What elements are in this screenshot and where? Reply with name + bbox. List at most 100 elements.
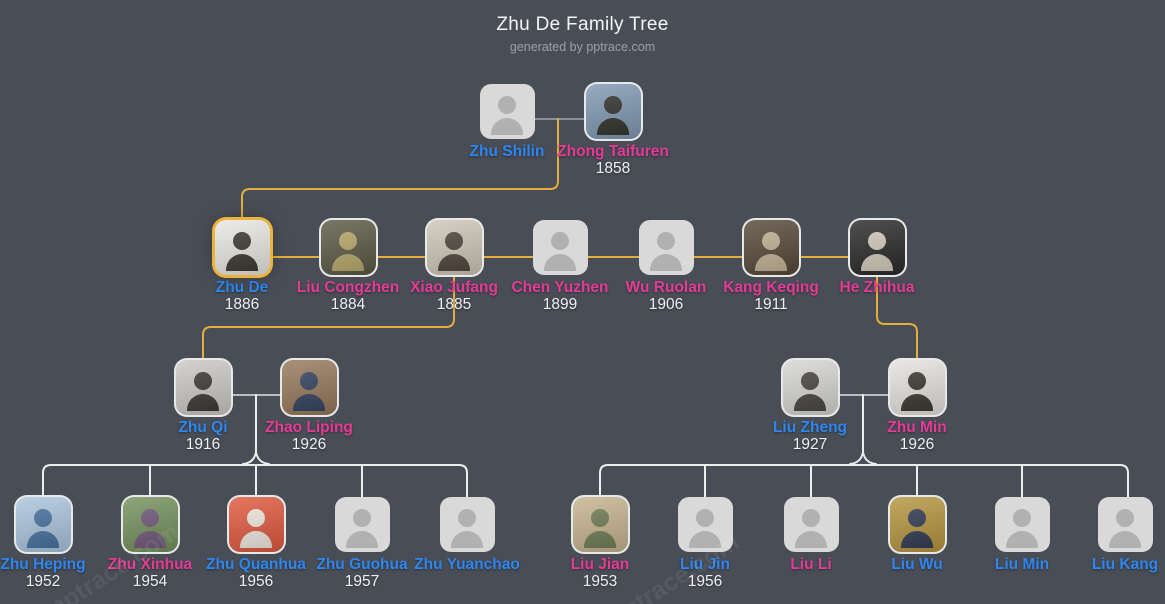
person-node-zhu-de[interactable]: Zhu De 1886: [182, 220, 302, 313]
person-avatar-zhong-taifuren[interactable]: [585, 84, 641, 139]
right-children-bus-line: [599, 464, 1129, 499]
person-name: Liu Jin: [680, 556, 730, 573]
person-node-liu-wu[interactable]: Liu Wu: [857, 497, 977, 573]
person-name: Xiao Jufang: [410, 279, 498, 296]
person-silhouette-icon: [1006, 531, 1038, 548]
person-avatar-liu-jian[interactable]: [572, 497, 628, 552]
person-node-liu-min[interactable]: Liu Min: [962, 497, 1082, 573]
person-label: Liu Kang: [1092, 556, 1158, 573]
person-silhouette-icon: [445, 232, 463, 250]
person-avatar-liu-jin[interactable]: [677, 497, 733, 552]
person-label: Zhu Quanhua 1956: [206, 556, 306, 590]
person-label: Zhu Guohua 1957: [316, 556, 407, 590]
person-birth-year: 1906: [648, 296, 684, 313]
person-silhouette-icon: [194, 372, 212, 390]
person-silhouette-icon: [339, 232, 357, 250]
person-node-zhu-quanhua[interactable]: Zhu Quanhua 1956: [196, 497, 316, 590]
person-avatar-zhu-quanhua[interactable]: [228, 497, 284, 552]
person-silhouette-icon: [27, 531, 59, 548]
person-name: Zhu Xinhua: [107, 556, 193, 573]
person-silhouette-icon: [901, 531, 933, 548]
person-silhouette-icon: [755, 254, 787, 271]
person-avatar-xiao-jufang[interactable]: [426, 220, 482, 275]
person-node-liu-congzhen[interactable]: Liu Congzhen 1884: [288, 220, 408, 313]
person-node-liu-jian[interactable]: Liu Jian 1953: [540, 497, 660, 590]
person-avatar-zhu-heping[interactable]: [15, 497, 71, 552]
person-name: Liu Jian: [570, 556, 630, 573]
person-birth-year: 1954: [132, 573, 168, 590]
person-label: Chen Yuzhen 1899: [511, 279, 608, 313]
person-node-zhu-min[interactable]: Zhu Min 1926: [857, 360, 977, 453]
person-silhouette-icon: [438, 254, 470, 271]
person-avatar-chen-yuzhen[interactable]: [532, 220, 588, 275]
page-title: Zhu De Family Tree: [496, 14, 669, 35]
person-avatar-zhu-qi[interactable]: [175, 360, 231, 415]
person-node-liu-jin[interactable]: Liu Jin 1956: [645, 497, 765, 590]
person-name: Zhu Quanhua: [206, 556, 306, 573]
person-silhouette-icon: [901, 394, 933, 411]
person-birth-year: 1953: [582, 573, 618, 590]
person-node-liu-li[interactable]: Liu Li: [751, 497, 871, 573]
person-avatar-liu-congzhen[interactable]: [320, 220, 376, 275]
person-avatar-zhao-liping[interactable]: [281, 360, 337, 415]
person-avatar-zhu-yuanchao[interactable]: [439, 497, 495, 552]
person-node-zhu-qi[interactable]: Zhu Qi 1916: [143, 360, 263, 453]
person-silhouette-icon: [451, 531, 483, 548]
person-avatar-zhu-guohua[interactable]: [334, 497, 390, 552]
person-node-zhu-yuanchao[interactable]: Zhu Yuanchao: [407, 497, 527, 573]
person-silhouette-icon: [657, 232, 675, 250]
person-node-chen-yuzhen[interactable]: Chen Yuzhen 1899: [500, 220, 620, 313]
person-label: Liu Jin 1956: [680, 556, 730, 590]
person-silhouette-icon: [584, 531, 616, 548]
person-node-zhong-taifuren[interactable]: Zhong Taifuren 1858: [553, 84, 673, 177]
person-silhouette-icon: [293, 394, 325, 411]
person-name: Liu Min: [994, 556, 1050, 573]
person-silhouette-icon: [801, 372, 819, 390]
person-avatar-liu-zheng[interactable]: [782, 360, 838, 415]
person-avatar-zhu-xinhua[interactable]: [122, 497, 178, 552]
person-avatar-liu-wu[interactable]: [889, 497, 945, 552]
person-silhouette-icon: [604, 96, 622, 114]
person-silhouette-icon: [908, 372, 926, 390]
person-birth-year: 1957: [344, 573, 380, 590]
person-silhouette-icon: [491, 118, 523, 135]
person-node-xiao-jufang[interactable]: Xiao Jufang 1885: [394, 220, 514, 313]
person-avatar-he-zhihua[interactable]: [849, 220, 905, 275]
person-label: Zhu De 1886: [216, 279, 269, 313]
person-birth-year: 1956: [687, 573, 723, 590]
person-node-zhu-xinhua[interactable]: Zhu Xinhua 1954: [90, 497, 210, 590]
person-label: He Zhihua: [840, 279, 915, 296]
person-node-zhu-guohua[interactable]: Zhu Guohua 1957: [302, 497, 422, 590]
person-name: Zhao Liping: [265, 419, 353, 436]
person-node-kang-keqing[interactable]: Kang Keqing 1911: [711, 220, 831, 313]
hezhihua-to-zhumin-line: [876, 275, 918, 362]
person-silhouette-icon: [1116, 509, 1134, 527]
person-label: Zhu Yuanchao: [414, 556, 520, 573]
person-label: Zhu Min 1926: [887, 419, 946, 453]
person-node-zhu-shilin[interactable]: Zhu Shilin: [447, 84, 567, 160]
person-birth-year: 1926: [291, 436, 327, 453]
person-avatar-wu-ruolan[interactable]: [638, 220, 694, 275]
person-birth-year: 1885: [436, 296, 472, 313]
person-silhouette-icon: [34, 509, 52, 527]
person-node-liu-zheng[interactable]: Liu Zheng 1927: [750, 360, 870, 453]
person-node-wu-ruolan[interactable]: Wu Ruolan 1906: [606, 220, 726, 313]
person-avatar-zhu-min[interactable]: [889, 360, 945, 415]
person-avatar-kang-keqing[interactable]: [743, 220, 799, 275]
person-name: Wu Ruolan: [625, 279, 707, 296]
person-silhouette-icon: [300, 372, 318, 390]
person-avatar-liu-min[interactable]: [994, 497, 1050, 552]
person-silhouette-icon: [187, 394, 219, 411]
person-node-he-zhihua[interactable]: He Zhihua: [817, 220, 937, 296]
person-name: Zhu Qi: [178, 419, 228, 436]
person-avatar-zhu-de[interactable]: [214, 220, 270, 275]
person-avatar-zhu-shilin[interactable]: [479, 84, 535, 139]
person-label: Liu Li: [790, 556, 831, 573]
person-silhouette-icon: [908, 509, 926, 527]
person-node-liu-kang[interactable]: Liu Kang: [1065, 497, 1165, 573]
person-node-zhao-liping[interactable]: Zhao Liping 1926: [249, 360, 369, 453]
person-node-zhu-heping[interactable]: Zhu Heping 1952: [0, 497, 103, 590]
person-avatar-liu-kang[interactable]: [1097, 497, 1153, 552]
person-avatar-liu-li[interactable]: [783, 497, 839, 552]
